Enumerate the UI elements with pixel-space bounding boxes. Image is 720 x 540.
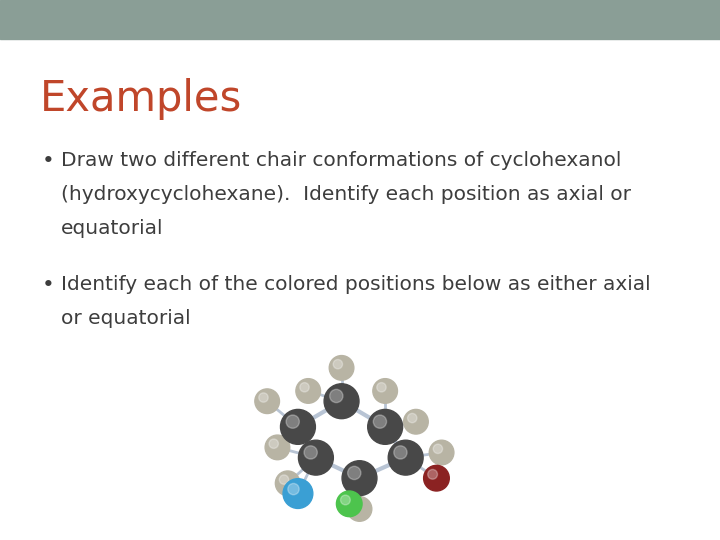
Text: Identify each of the colored positions below as either axial: Identify each of the colored positions b… <box>61 275 651 294</box>
Circle shape <box>433 444 443 454</box>
Circle shape <box>281 409 315 444</box>
Circle shape <box>333 360 343 369</box>
Circle shape <box>341 495 350 505</box>
Circle shape <box>429 440 454 465</box>
Circle shape <box>329 355 354 380</box>
Circle shape <box>342 461 377 496</box>
Circle shape <box>408 413 417 423</box>
Text: equatorial: equatorial <box>61 219 163 238</box>
Circle shape <box>324 384 359 418</box>
Circle shape <box>373 415 387 428</box>
Circle shape <box>296 379 320 403</box>
Circle shape <box>265 435 289 460</box>
Circle shape <box>279 475 289 484</box>
Circle shape <box>388 440 423 475</box>
Circle shape <box>351 501 361 510</box>
Text: •: • <box>42 151 55 171</box>
Circle shape <box>258 393 268 402</box>
Circle shape <box>283 478 312 509</box>
Text: (hydroxycyclohexane).  Identify each position as axial or: (hydroxycyclohexane). Identify each posi… <box>61 185 631 204</box>
Text: Draw two different chair conformations of cyclohexanol: Draw two different chair conformations o… <box>61 151 621 170</box>
Circle shape <box>275 471 300 496</box>
Text: •: • <box>42 275 55 295</box>
Circle shape <box>347 497 372 521</box>
Circle shape <box>377 382 386 392</box>
Circle shape <box>394 446 407 459</box>
Text: or equatorial: or equatorial <box>61 309 191 328</box>
Circle shape <box>269 439 279 448</box>
Circle shape <box>373 379 397 403</box>
Circle shape <box>336 491 362 517</box>
Circle shape <box>288 483 299 495</box>
Circle shape <box>428 469 438 479</box>
Circle shape <box>423 465 449 491</box>
Bar <box>0 0 720 39</box>
Circle shape <box>404 409 428 434</box>
Circle shape <box>286 415 300 428</box>
Circle shape <box>299 440 333 475</box>
Circle shape <box>255 389 279 414</box>
Circle shape <box>368 409 402 444</box>
Circle shape <box>304 446 318 459</box>
Text: Examples: Examples <box>40 78 242 120</box>
Circle shape <box>330 389 343 403</box>
Circle shape <box>348 467 361 480</box>
Circle shape <box>300 382 309 392</box>
